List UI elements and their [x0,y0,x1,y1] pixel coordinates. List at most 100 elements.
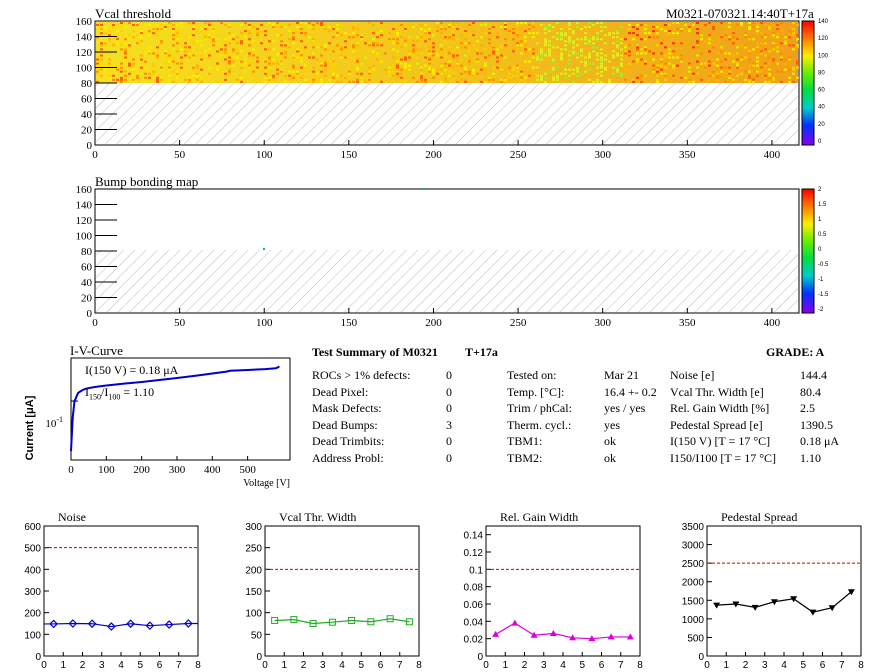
summary-chart-point [49,619,58,629]
summary-chart-point [492,630,500,637]
summary-chart-title: Rel. Gain Width [500,510,578,524]
map-xtick-label: 150 [341,317,358,329]
summary-chart-ytick-label: 100 [245,609,262,620]
summary-chart-ytick-label: 300 [245,522,262,533]
summary-item-label: Noise [e] [670,368,715,382]
summary-chart-xtick-label: 3 [99,660,105,671]
map-ytick-label: 160 [76,184,93,196]
summary-chart-point [309,620,317,627]
summary-chart-ytick-label: 400 [24,565,41,576]
summary-chart-ytick-label: 200 [24,609,41,620]
summary-item-label: Temp. [°C]: [507,384,565,399]
summary-chart-point [126,619,135,629]
summary-chart-xtick-label: 1 [281,660,287,671]
bump-palette-ticks: 2 1.5 1 0.5 0 -0.5 -1 -1.5 -2 [818,187,829,313]
summary-chart-xtick-label: 6 [378,660,384,671]
summary-item-label: TBM1: [507,434,543,448]
map-xtick-label: 350 [679,317,696,329]
palette-tick-label: 0 [818,247,822,253]
palette-tick-label: 0.5 [818,232,827,238]
summary-chart-ytick-label: 500 [687,633,704,644]
summary-chart-point [549,629,557,636]
summary-chart-ytick-label: 0.1 [469,565,483,576]
summary-chart-ytick-label: 0.02 [464,635,484,646]
summary-item-value: 144.4 [800,368,827,382]
summary-chart-ytick-label: 0.08 [464,583,484,594]
summary-chart-ytick-label: 0 [35,652,41,663]
vcal-map-plot [94,20,800,146]
summary-chart-point [588,635,596,642]
summary-chart-ytick-label: 150 [245,587,262,598]
summary-chart-title: Noise [58,510,86,524]
iv-ylabel: Current [μA] [24,395,36,460]
summary-chart-point [511,619,519,626]
summary-chart-xtick-label: 0 [262,660,268,671]
map-xtick-label: 200 [425,149,442,161]
summary-chart-ytick-label: 3500 [682,522,705,533]
summary-chart-ytick-label: 300 [24,587,41,598]
summary-chart-xtick-label: 8 [195,660,201,671]
summary-item-value: ok [604,450,616,465]
summary-chart-point [847,589,855,596]
vcal-map-hatched-region [96,83,798,144]
vcal-map-axes: 0 50 100 150 200 250 300 350 400 0 20 40 60 80 100 120 1… [76,16,781,161]
summary-chart-xtick-label: 2 [301,660,307,671]
summary-item-label: Rel. Gain Width [%] [670,401,770,415]
palette-tick-label: -1 [818,277,824,283]
palette-tick-label: 2 [818,187,822,193]
iv-chart: 0 100 200 300 400 500 10-1 Current [μA] Volta… [24,357,291,489]
vcal-palette-ticks: 140 120 100 80 60 40 20 0 [818,19,829,145]
summary-chart-series-line [44,622,198,628]
palette-tick-label: -1.5 [818,292,829,298]
summary-item-value: 0 [446,368,452,382]
summary-chart-xtick-label: 0 [704,660,710,671]
summary-chart-xtick-label: 2 [743,660,749,671]
summary-item-value: 16.4 +- 0.2 [604,384,657,399]
iv-curve-line [70,365,280,452]
vcal-map-title: Vcal threshold [95,6,172,21]
summary-item-value: 1.10 [800,450,821,465]
map-xtick-label: 300 [594,149,611,161]
palette-tick-label: 100 [818,53,829,59]
summary-item-label: TBM2: [507,450,543,465]
summary-chart-series-line [716,591,852,613]
summary-chart-xtick-label: 7 [618,660,624,671]
summary-chart-point [271,616,279,624]
map-ytick-label: 40 [81,109,93,121]
summary-item-label: Dead Trimbits: [312,434,385,448]
summary-chart-point [107,622,116,631]
summary-item-label: Address Probl: [312,450,384,465]
summary-chart-xtick-label: 1 [502,660,508,671]
map-xtick-label: 50 [174,149,186,161]
summary-item-value: 1390.5 [800,417,833,432]
summary-item-label: Vcal Thr. Width [e] [670,384,764,399]
summary-chart-xtick-label: 7 [176,660,182,671]
palette-tick-label: 0 [818,139,822,145]
palette-tick-label: -0.5 [818,262,829,268]
vcal-palette-bar [801,20,815,146]
summary-chart-xtick-label: 8 [637,660,643,671]
summary-item-value: 2.5 [800,401,815,415]
map-ytick-label: 20 [81,125,93,137]
summary-chart-title: Vcal Thr. Width [279,510,356,524]
summary-chart-point [626,633,634,640]
summary-chart-xtick-label: 5 [137,660,143,671]
summary-chart-point [828,605,836,612]
summary-chart-point [607,633,615,640]
map-xtick-label: 100 [256,149,273,161]
palette-tick-label: 140 [818,19,829,25]
summary-chart-frame [485,525,641,657]
summary-item-value: 80.4 [800,384,821,399]
summary-item-label: Mask Defects: [312,401,382,415]
map-xtick-label: 150 [341,149,358,161]
summary-chart-point [328,618,336,626]
summary-chart-xtick-label: 3 [762,660,768,671]
summary-chart-point [184,619,193,628]
summary-chart-point [367,618,375,626]
map-ytick-label: 140 [76,200,93,212]
summary-chart-xtick-label: 6 [599,660,605,671]
map-xtick-label: 50 [174,317,186,329]
map-xtick-label: 200 [425,317,442,329]
summary-chart-point [732,601,740,608]
